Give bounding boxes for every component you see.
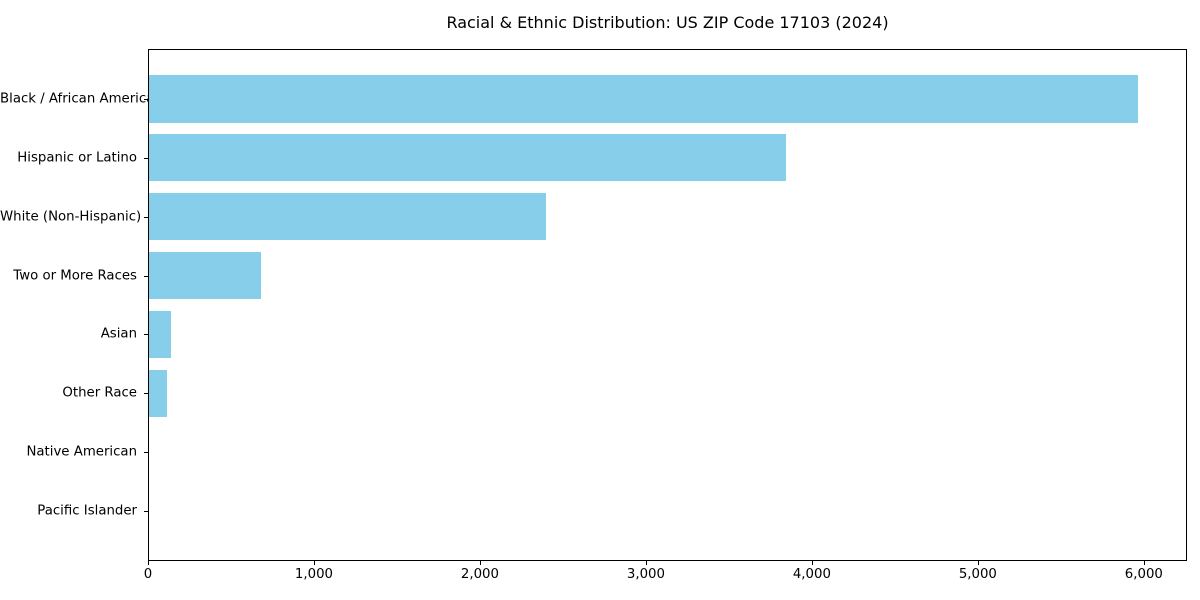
xtick-label: 5,000	[958, 567, 997, 582]
xtick-mark	[314, 561, 315, 565]
ytick-label: Native American	[26, 444, 137, 460]
xtick-label: 1,000	[294, 567, 334, 582]
xtick-mark	[480, 561, 481, 565]
ytick-mark	[144, 99, 148, 100]
bar-two-or-more-races	[149, 252, 262, 300]
ytick-mark	[144, 452, 148, 453]
xtick-mark	[812, 561, 813, 565]
ytick-label: Other Race	[62, 385, 137, 401]
chart-title: Racial & Ethnic Distribution: US ZIP Cod…	[446, 13, 889, 32]
ytick-mark	[144, 334, 148, 335]
bar-white-non-hispanic	[149, 193, 546, 241]
ytick-label: Asian	[100, 326, 137, 342]
ytick-label: Two or More Races	[13, 268, 137, 284]
ytick-mark	[144, 217, 148, 218]
ytick-mark	[144, 276, 148, 277]
plot-area	[148, 49, 1187, 561]
ytick-label: Black / African American	[0, 91, 163, 107]
xtick-label: 6,000	[1124, 567, 1163, 582]
bar-black-african-american	[149, 75, 1139, 123]
xtick-mark	[1144, 561, 1145, 565]
ytick-mark	[144, 158, 148, 159]
ytick-mark	[144, 511, 148, 512]
ytick-label: Hispanic or Latino	[17, 150, 137, 166]
bar-asian	[149, 310, 172, 358]
xtick-mark	[978, 561, 979, 565]
xtick-label: 4,000	[792, 567, 831, 582]
bar-other-race	[149, 369, 168, 417]
ytick-label: Pacific Islander	[37, 503, 137, 519]
xtick-mark	[646, 561, 647, 565]
bar-hispanic-or-latino	[149, 134, 787, 182]
xtick-label: 2,000	[460, 567, 499, 582]
ytick-label: White (Non-Hispanic)	[0, 209, 142, 225]
xtick-label: 0	[143, 567, 153, 582]
ytick-mark	[144, 393, 148, 394]
xtick-label: 3,000	[626, 567, 665, 582]
xtick-mark	[148, 561, 149, 565]
